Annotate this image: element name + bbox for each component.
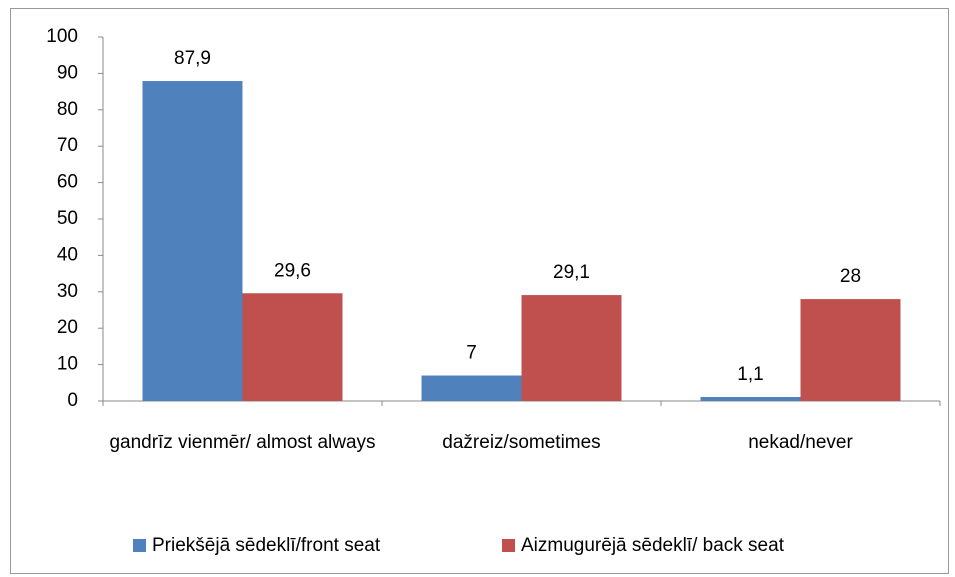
y-tick-label: 100: [46, 26, 78, 47]
y-tick-label: 50: [57, 208, 78, 229]
y-tick-label: 90: [57, 62, 78, 83]
bar: [421, 375, 522, 401]
y-tick-label: 0: [67, 390, 78, 411]
data-label: 28: [840, 266, 861, 287]
y-tick-label: 80: [57, 99, 78, 120]
bar: [700, 396, 801, 401]
data-label: 7: [466, 343, 477, 364]
y-tick-label: 60: [57, 172, 78, 193]
x-tick-label: dažreiz/sometimes: [442, 432, 601, 453]
data-label: 29,6: [274, 260, 311, 281]
legend-label: Priekšējā sēdeklī/front seat: [152, 535, 381, 556]
x-tick-label: nekad/never: [748, 432, 853, 453]
data-label: 29,1: [553, 262, 590, 283]
y-tick-label: 40: [57, 244, 78, 265]
data-label: 87,9: [174, 48, 211, 69]
legend-swatch: [133, 539, 146, 552]
x-tick-label: gandrīz vienmēr/ almost always: [109, 432, 376, 453]
y-tick-label: 20: [57, 317, 78, 338]
chart-border: [10, 8, 949, 574]
y-tick-label: 10: [57, 354, 78, 375]
bar: [521, 295, 622, 401]
legend-swatch: [502, 539, 515, 552]
y-tick-label: 70: [57, 135, 78, 156]
bar: [142, 81, 243, 401]
data-label: 1,1: [737, 364, 763, 385]
bar: [242, 293, 343, 401]
bar: [800, 299, 901, 401]
y-tick-label: 30: [57, 281, 78, 302]
legend-label: Aizmugurējā sēdeklī/ back seat: [521, 535, 785, 556]
